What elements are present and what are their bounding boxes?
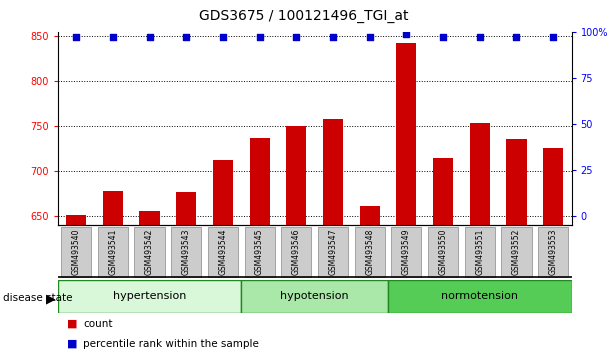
Text: normotension: normotension <box>441 291 518 302</box>
Point <box>401 31 411 36</box>
Text: disease state: disease state <box>3 293 72 303</box>
Bar <box>241 280 388 313</box>
Bar <box>171 227 201 278</box>
Text: GSM493544: GSM493544 <box>218 229 227 275</box>
Point <box>475 35 485 40</box>
Text: GSM493551: GSM493551 <box>475 229 485 275</box>
Text: GSM493542: GSM493542 <box>145 229 154 275</box>
Text: GSM493540: GSM493540 <box>72 229 81 275</box>
Text: GSM493550: GSM493550 <box>438 229 447 275</box>
Text: ■: ■ <box>67 339 77 349</box>
Text: count: count <box>83 319 113 329</box>
Bar <box>470 124 490 225</box>
Text: GSM493541: GSM493541 <box>108 229 117 275</box>
Text: GSM493546: GSM493546 <box>292 229 301 275</box>
Bar <box>98 227 128 278</box>
Bar <box>502 227 531 278</box>
Point <box>365 35 375 40</box>
Bar <box>396 42 416 225</box>
Text: GSM493548: GSM493548 <box>365 229 374 275</box>
Point <box>511 35 521 40</box>
Text: GDS3675 / 100121496_TGI_at: GDS3675 / 100121496_TGI_at <box>199 9 409 23</box>
Bar <box>538 227 568 278</box>
Point <box>145 35 154 40</box>
Bar <box>286 126 306 225</box>
Text: ▶: ▶ <box>46 293 55 306</box>
Bar <box>354 227 385 278</box>
Point <box>71 35 81 40</box>
Text: ■: ■ <box>67 319 77 329</box>
Bar <box>249 138 270 225</box>
Point <box>438 35 448 40</box>
Text: GSM493549: GSM493549 <box>402 229 411 275</box>
Point <box>548 35 558 40</box>
Bar <box>428 227 458 278</box>
Bar <box>176 193 196 225</box>
Bar <box>244 227 275 278</box>
Bar <box>543 148 563 225</box>
Text: hypotension: hypotension <box>280 291 349 302</box>
Bar <box>58 280 241 313</box>
Text: GSM493553: GSM493553 <box>548 229 558 275</box>
Text: percentile rank within the sample: percentile rank within the sample <box>83 339 259 349</box>
Point <box>328 35 338 40</box>
Bar <box>213 160 233 225</box>
Bar <box>208 227 238 278</box>
Bar <box>359 206 380 225</box>
Bar <box>318 227 348 278</box>
Bar <box>433 158 453 225</box>
Point <box>108 35 118 40</box>
Bar <box>61 227 91 278</box>
Text: hypertension: hypertension <box>113 291 186 302</box>
Text: GSM493543: GSM493543 <box>182 229 191 275</box>
Point <box>218 35 228 40</box>
Bar <box>506 139 527 225</box>
Bar <box>139 211 159 225</box>
Point <box>291 35 301 40</box>
Text: GSM493545: GSM493545 <box>255 229 264 275</box>
Bar <box>134 227 165 278</box>
Point <box>255 35 264 40</box>
Text: GSM493552: GSM493552 <box>512 229 521 275</box>
Bar <box>465 227 495 278</box>
Bar <box>282 227 311 278</box>
Bar <box>388 280 572 313</box>
Point <box>181 35 191 40</box>
Text: GSM493547: GSM493547 <box>328 229 337 275</box>
Bar <box>103 191 123 225</box>
Bar <box>323 119 343 225</box>
Bar <box>66 215 86 225</box>
Bar <box>392 227 421 278</box>
